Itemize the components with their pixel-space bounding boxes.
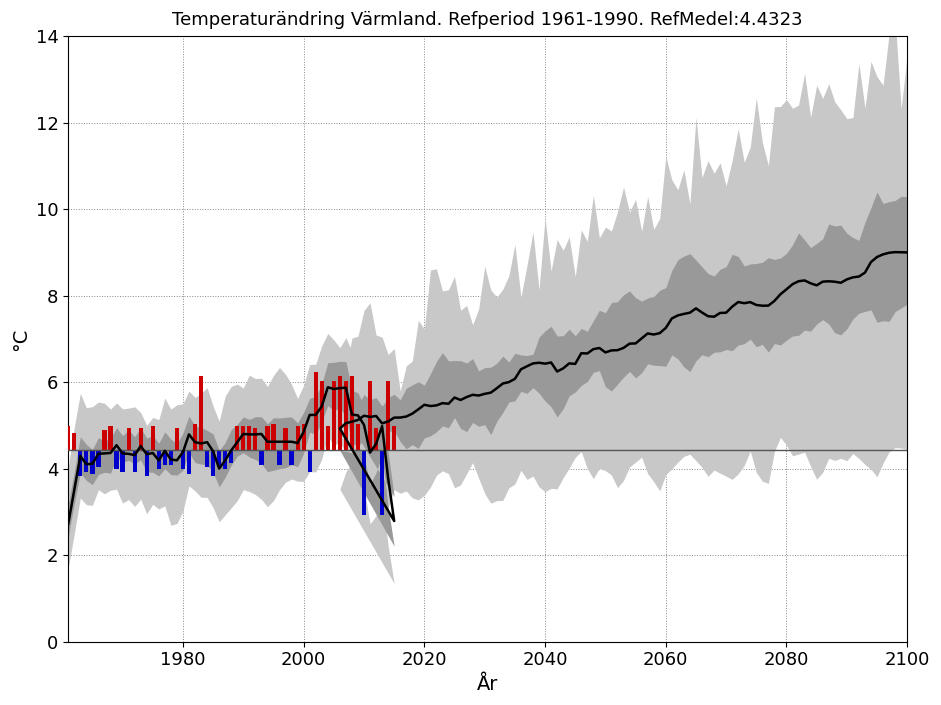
Bar (271, 424, 276, 450)
Bar (301, 424, 306, 450)
Bar (326, 426, 330, 450)
Bar (295, 426, 300, 450)
Bar (313, 372, 318, 450)
Bar (120, 450, 125, 472)
Bar (338, 376, 342, 450)
Bar (181, 450, 185, 470)
Bar (108, 426, 113, 450)
Bar (283, 429, 288, 450)
Bar (247, 426, 251, 450)
Bar (96, 450, 101, 467)
Bar (368, 381, 372, 450)
Bar (332, 381, 336, 450)
Bar (217, 450, 221, 467)
Bar (115, 450, 119, 470)
Bar (85, 450, 88, 472)
Bar (187, 450, 191, 474)
Bar (133, 450, 136, 472)
Bar (229, 450, 233, 463)
Bar (163, 450, 167, 465)
Bar (138, 429, 143, 450)
Bar (78, 450, 83, 476)
Bar (126, 429, 131, 450)
Title: Temperaturändring Värmland. Refperiod 1961-1990. RefMedel:4.4323: Temperaturändring Värmland. Refperiod 19… (172, 11, 803, 29)
Bar (253, 429, 258, 450)
Bar (392, 426, 396, 450)
Bar (241, 426, 246, 450)
Bar (386, 381, 391, 450)
Bar (157, 450, 161, 470)
Bar (103, 431, 106, 450)
Bar (265, 426, 269, 450)
Bar (199, 376, 203, 450)
Bar (151, 426, 155, 450)
Bar (235, 426, 239, 450)
Bar (260, 450, 263, 465)
Bar (362, 450, 366, 515)
Bar (193, 424, 197, 450)
Bar (72, 433, 76, 450)
Bar (278, 450, 281, 465)
Bar (90, 450, 94, 474)
Bar (343, 381, 348, 450)
Bar (211, 450, 215, 476)
Bar (356, 424, 360, 450)
Bar (168, 450, 173, 465)
Bar (308, 450, 311, 472)
Bar (320, 381, 324, 450)
Bar (350, 376, 354, 450)
Y-axis label: °C: °C (11, 327, 30, 350)
Bar (374, 429, 378, 450)
X-axis label: År: År (477, 675, 499, 694)
Bar (145, 450, 149, 476)
Bar (66, 426, 71, 450)
Bar (205, 450, 209, 467)
Bar (380, 450, 384, 515)
Bar (223, 450, 228, 470)
Bar (175, 429, 179, 450)
Bar (290, 450, 294, 465)
